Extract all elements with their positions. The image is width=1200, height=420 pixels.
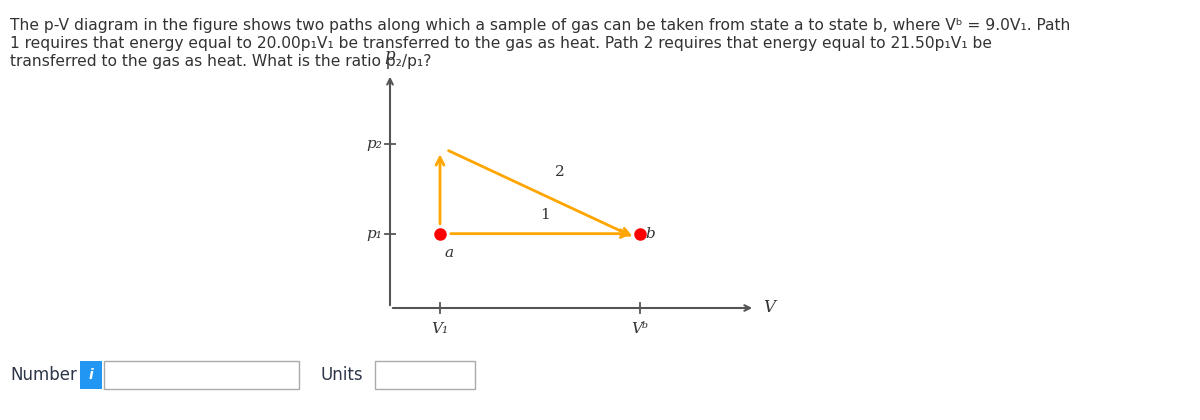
Text: 1 requires that energy equal to 20.00p₁V₁ be transferred to the gas as heat. Pat: 1 requires that energy equal to 20.00p₁V… [10,36,992,51]
Text: a: a [444,246,454,260]
Text: p₂: p₂ [366,137,382,152]
Text: The p-V diagram in the figure shows two paths along which a sample of gas can be: The p-V diagram in the figure shows two … [10,18,1070,33]
Text: Units: Units [320,366,362,384]
FancyBboxPatch shape [374,361,475,389]
Text: Vᵇ: Vᵇ [631,322,648,336]
Text: V: V [763,299,775,317]
Text: i: i [89,368,94,382]
Text: ∨: ∨ [420,368,430,382]
Text: V₁: V₁ [432,322,449,336]
Text: 2: 2 [554,165,565,179]
Text: Number: Number [10,366,77,384]
Text: p₁: p₁ [366,227,382,241]
Text: 1: 1 [540,207,550,222]
FancyBboxPatch shape [80,361,102,389]
Text: p: p [385,47,395,64]
Text: b: b [646,227,655,241]
FancyBboxPatch shape [104,361,299,389]
Text: transferred to the gas as heat. What is the ratio p₂/p₁?: transferred to the gas as heat. What is … [10,54,432,69]
